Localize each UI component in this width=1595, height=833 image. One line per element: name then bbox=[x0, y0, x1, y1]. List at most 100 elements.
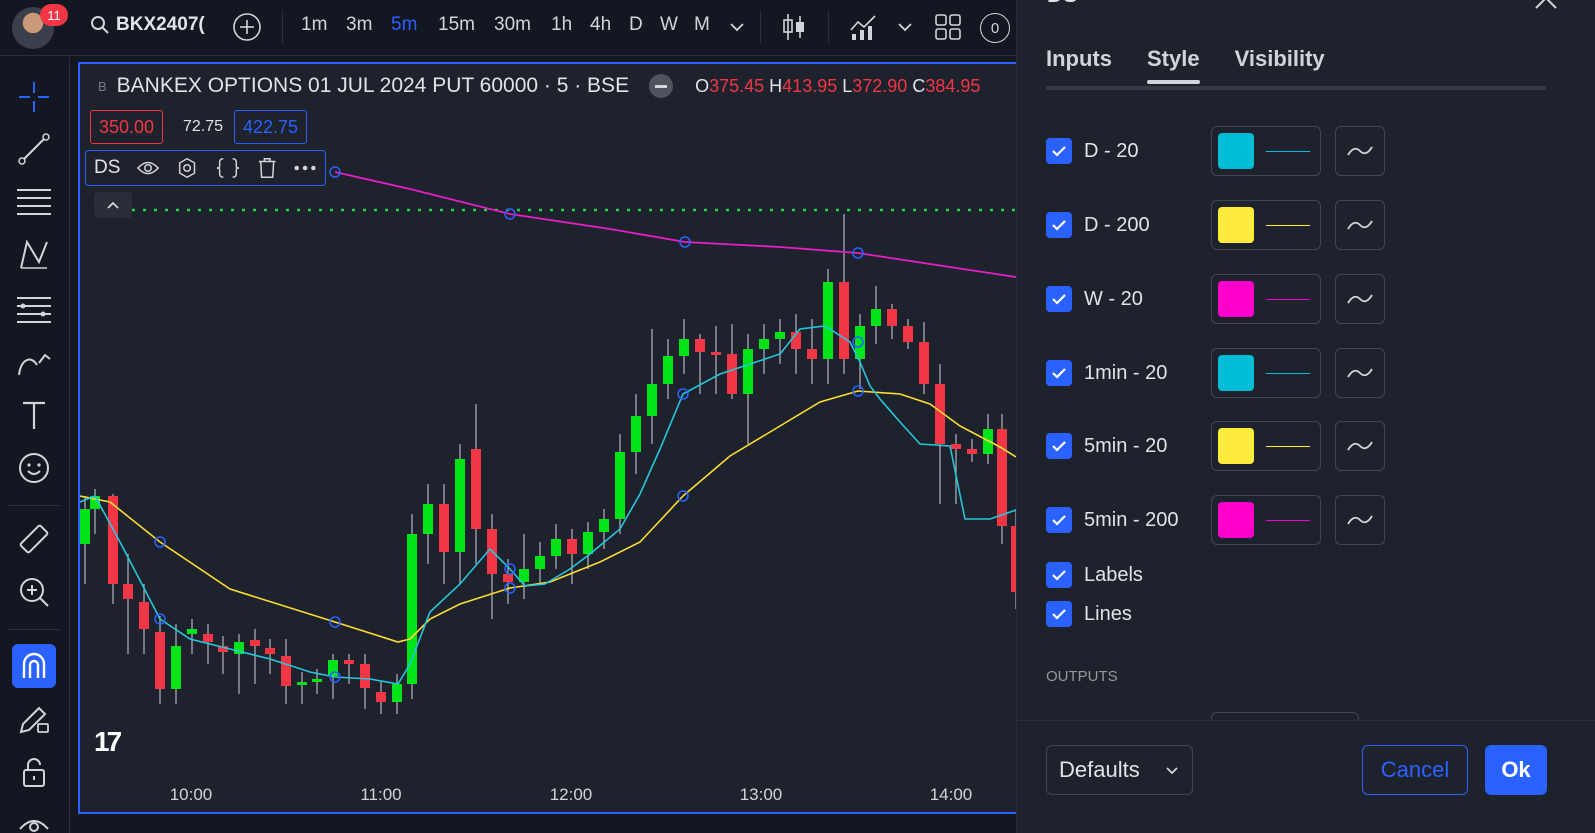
symbol-title[interactable]: BANKEX OPTIONS 01 JUL 2024 PUT 60000 · 5… bbox=[116, 74, 630, 97]
timeframe-M[interactable]: M bbox=[694, 14, 710, 35]
lines-option[interactable]: Lines bbox=[1046, 601, 1224, 627]
timeframe-4h[interactable]: 4h bbox=[590, 14, 612, 35]
chevron-down-icon[interactable] bbox=[728, 20, 746, 34]
symbol-search[interactable]: BKX2407( bbox=[90, 14, 205, 36]
patterns-icon[interactable] bbox=[14, 235, 54, 275]
dialog-footer: Defaults Cancel Ok bbox=[1017, 720, 1595, 833]
indicator-legend[interactable]: DS bbox=[85, 150, 326, 186]
tab-visibility[interactable]: Visibility bbox=[1234, 46, 1325, 71]
alerts-counter[interactable]: 0 bbox=[980, 13, 1010, 43]
eye-icon[interactable] bbox=[14, 805, 54, 833]
defaults-dropdown[interactable]: Defaults bbox=[1046, 745, 1193, 795]
buy-button[interactable]: 422.75 bbox=[234, 110, 308, 144]
candle-body bbox=[250, 640, 260, 646]
close-icon[interactable] bbox=[1533, 0, 1559, 12]
timeframe-1m[interactable]: 1m bbox=[301, 14, 328, 35]
notification-badge: 11 bbox=[40, 4, 68, 26]
plot-type-selector[interactable] bbox=[1335, 200, 1385, 250]
timeframe-W[interactable]: W bbox=[660, 14, 678, 35]
timeframe-1h[interactable]: 1h bbox=[551, 14, 573, 35]
line-plot-icon bbox=[1347, 220, 1373, 230]
candle-body bbox=[615, 452, 625, 519]
sell-button[interactable]: 350.00 bbox=[90, 110, 164, 144]
candle-body bbox=[663, 356, 673, 384]
chevron-down-icon[interactable] bbox=[896, 20, 914, 34]
candles-icon[interactable] bbox=[780, 12, 808, 42]
magnet-icon[interactable] bbox=[12, 644, 56, 688]
color-swatch[interactable] bbox=[1218, 355, 1254, 391]
dialog-tabs: Inputs Style Visibility bbox=[1046, 46, 1325, 84]
plot-type-selector[interactable] bbox=[1335, 274, 1385, 324]
settings-icon[interactable] bbox=[176, 156, 198, 180]
color-swatch[interactable] bbox=[1218, 133, 1254, 169]
lock-icon[interactable] bbox=[14, 752, 54, 792]
ruler-icon[interactable] bbox=[14, 519, 54, 559]
collapse-legend-icon[interactable] bbox=[649, 74, 674, 98]
prediction-tools-icon[interactable] bbox=[14, 289, 54, 329]
pencil-lock-icon[interactable] bbox=[14, 699, 54, 739]
series-b-line bbox=[80, 390, 1016, 643]
time-label-1100: 11:00 bbox=[360, 785, 401, 804]
ok-button[interactable]: Ok bbox=[1485, 745, 1547, 795]
color-line-picker[interactable] bbox=[1211, 421, 1321, 471]
color-line-picker[interactable] bbox=[1211, 348, 1321, 398]
delete-icon[interactable] bbox=[257, 156, 277, 180]
plot-visibility-checkbox[interactable] bbox=[1046, 433, 1072, 459]
candle-body bbox=[155, 632, 165, 689]
plot-type-selector[interactable] bbox=[1335, 348, 1385, 398]
style-row: D - 20 bbox=[1046, 138, 1224, 164]
more-icon[interactable] bbox=[293, 164, 317, 172]
plot-visibility-checkbox[interactable] bbox=[1046, 286, 1072, 312]
color-swatch[interactable] bbox=[1218, 428, 1254, 464]
timeframe-3m[interactable]: 3m bbox=[346, 14, 373, 35]
color-swatch[interactable] bbox=[1218, 281, 1254, 317]
plot-visibility-checkbox[interactable] bbox=[1046, 360, 1072, 386]
candle-body bbox=[599, 519, 609, 532]
brush-icon[interactable] bbox=[14, 342, 54, 382]
text-tool-icon[interactable] bbox=[14, 395, 54, 435]
zoom-in-icon[interactable] bbox=[14, 572, 54, 612]
labels-checkbox[interactable] bbox=[1046, 562, 1072, 588]
lines-checkbox[interactable] bbox=[1046, 601, 1072, 627]
top-toolbar: 11 BKX2407( 1m 3m 5m 15m 30m 1h 4h D W M… bbox=[0, 0, 1030, 56]
layout-icon[interactable] bbox=[933, 12, 963, 42]
trendline-icon[interactable] bbox=[14, 129, 54, 169]
color-line-picker[interactable] bbox=[1211, 274, 1321, 324]
style-row: 1min - 20 bbox=[1046, 360, 1224, 386]
timeframe-30m[interactable]: 30m bbox=[494, 14, 531, 35]
emoji-icon[interactable] bbox=[14, 448, 54, 488]
plot-label: 1min - 20 bbox=[1084, 361, 1168, 384]
plot-type-selector[interactable] bbox=[1335, 421, 1385, 471]
candle-body bbox=[1011, 526, 1016, 592]
color-line-picker[interactable] bbox=[1211, 495, 1321, 545]
tab-style[interactable]: Style bbox=[1147, 46, 1200, 84]
source-code-icon[interactable] bbox=[215, 156, 241, 180]
chart-pane[interactable]: 10:00 11:00 12:00 13:00 14:00 B BANKEX O… bbox=[78, 62, 1018, 814]
plot-visibility-checkbox[interactable] bbox=[1046, 138, 1072, 164]
color-swatch[interactable] bbox=[1218, 502, 1254, 538]
plot-type-selector[interactable] bbox=[1335, 495, 1385, 545]
crosshair-icon[interactable] bbox=[14, 77, 54, 117]
candle-body bbox=[727, 354, 737, 394]
candle-body bbox=[187, 629, 197, 634]
color-line-picker[interactable] bbox=[1211, 200, 1321, 250]
collapse-indicators-button[interactable] bbox=[94, 192, 132, 218]
cancel-button[interactable]: Cancel bbox=[1362, 745, 1468, 795]
ohlc-values: O375.45 H413.95 L372.90 C384.95 bbox=[695, 75, 981, 96]
plot-visibility-checkbox[interactable] bbox=[1046, 507, 1072, 533]
tab-inputs[interactable]: Inputs bbox=[1046, 46, 1112, 71]
plot-visibility-checkbox[interactable] bbox=[1046, 212, 1072, 238]
indicator-name: DS bbox=[94, 157, 121, 178]
timeframe-5m[interactable]: 5m bbox=[391, 14, 418, 35]
indicators-icon[interactable] bbox=[848, 12, 878, 42]
fib-retracement-icon[interactable] bbox=[14, 182, 54, 222]
plot-type-selector[interactable] bbox=[1335, 126, 1385, 176]
timeframe-D[interactable]: D bbox=[629, 14, 643, 35]
color-swatch[interactable] bbox=[1218, 207, 1254, 243]
eye-icon[interactable] bbox=[136, 158, 160, 178]
candle-body bbox=[218, 646, 228, 652]
timeframe-15m[interactable]: 15m bbox=[438, 14, 475, 35]
add-symbol-icon[interactable] bbox=[232, 12, 262, 42]
color-line-picker[interactable] bbox=[1211, 126, 1321, 176]
labels-option[interactable]: Labels bbox=[1046, 562, 1224, 588]
